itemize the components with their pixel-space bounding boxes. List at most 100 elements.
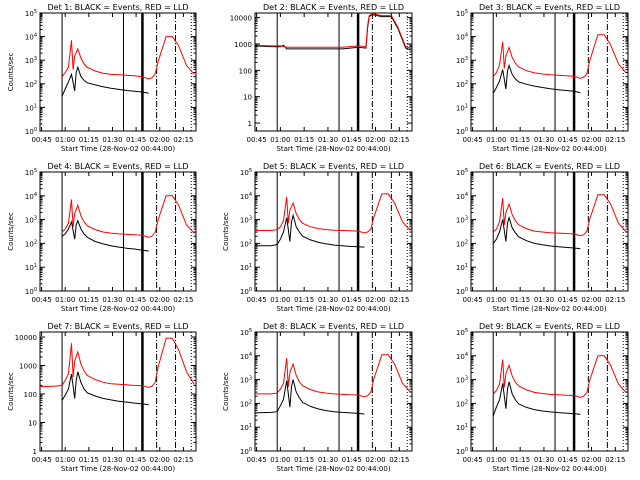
y-tick-label: 101: [456, 263, 468, 272]
y-tick-label: 104: [456, 192, 468, 201]
x-tick-label: 02:15: [605, 136, 625, 144]
y-tick-label: 10000: [230, 15, 252, 23]
x-tick-label: 01:15: [510, 296, 530, 304]
x-tick-label: 02:00: [581, 136, 601, 144]
x-tick-label: 01:45: [342, 296, 362, 304]
series-line-events: [255, 379, 365, 415]
y-tick-label: 103: [456, 216, 468, 225]
chart-panel-6: 00:45 01:00 01:15 01:30 01:45 02:00 02:15 100 10…: [456, 162, 629, 313]
y-tick-label: 103: [456, 376, 468, 385]
x-tick-label: 01:15: [79, 136, 99, 144]
y-tick-label: 104: [456, 352, 468, 361]
y-tick-label: 1000: [234, 41, 252, 49]
chart-title: Det 1: BLACK = Events, RED = LLD: [48, 3, 189, 12]
x-tick-label: 01:15: [79, 296, 99, 304]
y-axis-label: Counts/sec: [222, 372, 230, 411]
chart-panel-9: 00:45 01:00 01:15 01:30 01:45 02:00 02:15 100 10…: [456, 322, 629, 473]
x-tick-label: 02:00: [581, 456, 601, 464]
y-tick-label: 102: [25, 239, 37, 248]
x-tick-label: 01:45: [126, 456, 146, 464]
series-line-events: [255, 14, 411, 51]
plot-frame: [39, 331, 197, 452]
x-tick-label: 01:45: [126, 136, 146, 144]
x-tick-label: 01:30: [534, 136, 554, 144]
chart-panel-3: 00:45 01:00 01:15 01:30 01:45 02:00 02:15 100 10…: [456, 3, 629, 153]
x-tick-label: 02:15: [173, 136, 193, 144]
x-tick-label: 00:45: [246, 456, 266, 464]
x-tick-label: 01:15: [294, 136, 314, 144]
x-tick-label: 01:30: [318, 136, 338, 144]
plot-frame: [39, 171, 197, 292]
series-line-lld: [40, 337, 195, 388]
series-line-lld: [255, 13, 411, 49]
x-tick-label: 01:00: [486, 136, 506, 144]
y-tick-label: 1: [248, 120, 252, 128]
y-tick-label: 101: [240, 263, 252, 272]
y-tick-label: 102: [456, 80, 468, 89]
plot-frame: [254, 331, 413, 452]
chart-title: Det 3: BLACK = Events, RED = LLD: [479, 3, 620, 12]
series-line-lld: [492, 34, 627, 79]
x-axis-label: Start Time (28-Nov-02 00:44:00): [276, 145, 390, 153]
y-tick-label: 104: [456, 33, 468, 42]
y-tick-label: 104: [240, 352, 252, 361]
x-axis-label: Start Time (28-Nov-02 00:44:00): [61, 145, 175, 153]
chart-title: Det 9: BLACK = Events, RED = LLD: [479, 322, 620, 331]
series-line-lld: [255, 354, 411, 398]
x-tick-label: 01:45: [342, 456, 362, 464]
y-tick-label: 103: [25, 216, 37, 225]
x-tick-label: 01:45: [558, 456, 578, 464]
plot-area: [492, 172, 627, 291]
y-tick-label: 103: [25, 56, 37, 65]
x-tick-label: 02:15: [173, 296, 193, 304]
plot-area: [61, 172, 195, 291]
x-tick-label: 01:30: [102, 296, 122, 304]
series-line-events: [61, 65, 149, 97]
x-tick-label: 01:15: [79, 456, 99, 464]
y-tick-label: 1000: [19, 363, 37, 371]
x-tick-label: 00:45: [462, 456, 482, 464]
x-tick-label: 01:15: [510, 456, 530, 464]
x-tick-label: 00:45: [246, 296, 266, 304]
x-axis-label: Start Time (28-Nov-02 00:44:00): [492, 305, 606, 313]
y-tick-label: 101: [25, 263, 37, 272]
y-tick-label: 100: [456, 127, 468, 136]
plot-area: [255, 13, 411, 131]
chart-title: Det 5: BLACK = Events, RED = LLD: [263, 162, 404, 171]
chart-title: Det 2: BLACK = Events, RED = LLD: [263, 3, 404, 12]
chart-title: Det 4: BLACK = Events, RED = LLD: [48, 162, 189, 171]
x-tick-label: 02:15: [389, 136, 409, 144]
x-tick-label: 02:00: [365, 456, 385, 464]
x-tick-label: 02:00: [150, 136, 170, 144]
chart-panel-7: 00:45 01:00 01:15 01:30 01:45 02:00 02:15 1 10 10…: [7, 322, 197, 473]
y-tick-label: 102: [456, 399, 468, 408]
x-tick-label: 01:30: [318, 456, 338, 464]
series-line-lld: [492, 355, 627, 398]
x-tick-label: 02:00: [365, 136, 385, 144]
y-tick-label: 101: [456, 423, 468, 432]
y-tick-label: 1: [33, 448, 37, 456]
x-tick-label: 01:00: [270, 456, 290, 464]
series-line-events: [492, 63, 581, 94]
y-tick-label: 103: [240, 376, 252, 385]
x-axis-label: Start Time (28-Nov-02 00:44:00): [492, 145, 606, 153]
plot-frame: [254, 171, 413, 292]
y-axis-label: Counts/sec: [7, 372, 15, 411]
y-tick-label: 105: [456, 168, 468, 177]
y-tick-label: 100: [456, 287, 468, 296]
y-tick-label: 100: [240, 447, 252, 456]
x-tick-label: 01:45: [558, 136, 578, 144]
y-tick-label: 100: [25, 287, 37, 296]
x-axis-label: Start Time (28-Nov-02 00:44:00): [276, 465, 390, 473]
series-line-lld: [255, 193, 411, 234]
y-tick-label: 101: [240, 423, 252, 432]
x-axis-label: Start Time (28-Nov-02 00:44:00): [61, 465, 175, 473]
plot-area: [492, 332, 627, 451]
x-tick-label: 02:15: [605, 296, 625, 304]
y-tick-label: 100: [239, 67, 252, 75]
y-tick-label: 10000: [15, 334, 37, 342]
y-axis-label: Counts/sec: [222, 212, 230, 251]
y-tick-label: 10: [243, 94, 252, 102]
y-tick-label: 103: [240, 216, 252, 225]
